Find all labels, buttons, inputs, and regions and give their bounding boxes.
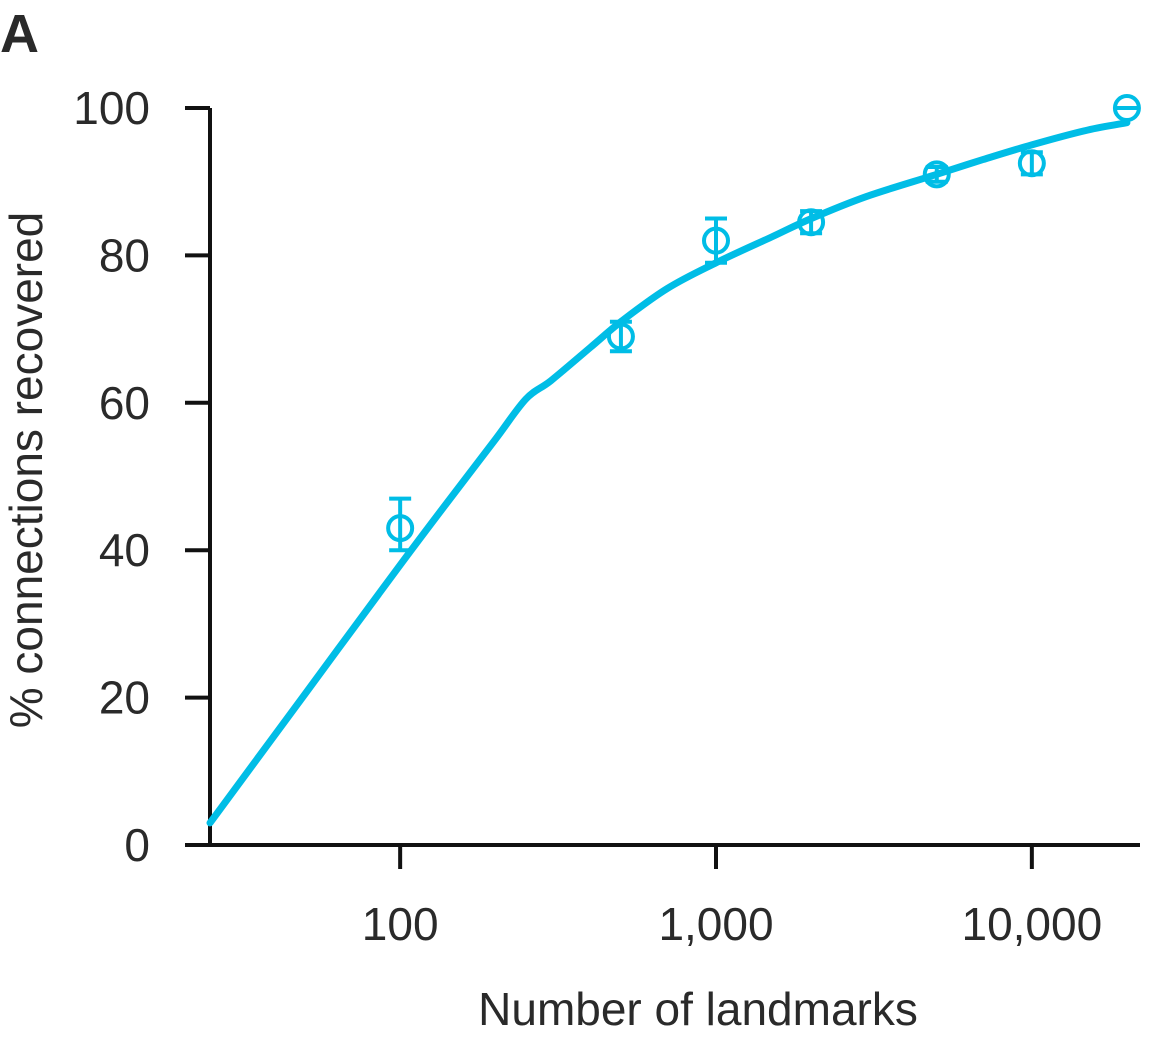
data-points — [386, 94, 1141, 553]
ticks: 0 20 40 60 80 100 100 1,000 10,000 — [73, 82, 1102, 950]
y-tick-label: 60 — [99, 377, 150, 429]
y-tick-label: 100 — [73, 82, 150, 134]
panel-label: A — [0, 4, 39, 64]
y-axis-title: % connections recovered — [0, 212, 52, 729]
x-tick-label: 100 — [362, 898, 439, 950]
y-tick-label: 20 — [99, 672, 150, 724]
data-point — [1112, 94, 1141, 122]
data-point — [922, 160, 951, 189]
x-axis-title: Number of landmarks — [478, 983, 918, 1035]
data-point — [702, 226, 731, 255]
y-tick-label: 80 — [99, 229, 150, 281]
x-tick-label: 10,000 — [961, 898, 1102, 950]
axes — [185, 108, 1140, 847]
data-point — [797, 208, 826, 237]
fit-line — [206, 119, 1131, 827]
data-point — [606, 322, 635, 351]
y-tick-label: 0 — [124, 819, 150, 871]
data-point — [1017, 149, 1046, 178]
x-tick-label: 1,000 — [658, 898, 773, 950]
y-tick-label: 40 — [99, 524, 150, 576]
data-point — [386, 514, 415, 543]
